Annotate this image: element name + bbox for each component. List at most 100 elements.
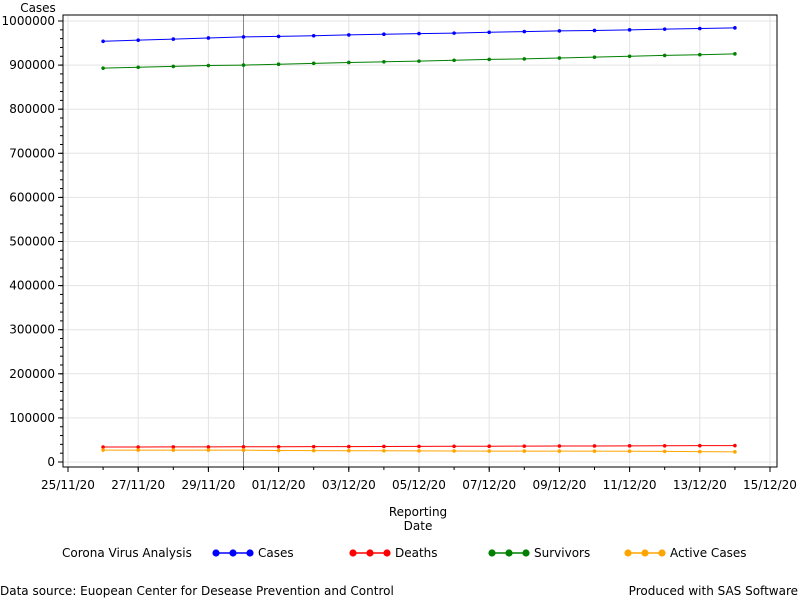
legend-marker-deaths (383, 549, 391, 557)
data-point-active-cases (487, 449, 492, 453)
y-tick-label: 0 (47, 455, 55, 469)
legend-label-cases: Cases (258, 546, 294, 560)
data-point-deaths (136, 445, 140, 449)
series-group (101, 26, 737, 454)
legend-marker-survivors (505, 549, 513, 557)
data-point-survivors (417, 59, 421, 63)
x-tick-label: 11/12/20 (603, 478, 657, 492)
data-point-cases (136, 38, 140, 42)
data-point-cases (733, 26, 737, 30)
data-point-cases (101, 39, 105, 44)
data-point-survivors (557, 56, 562, 60)
data-point-survivors (241, 63, 246, 67)
data-point-deaths (206, 445, 211, 449)
legend-marker-cases (229, 549, 237, 557)
data-point-survivors (311, 61, 316, 66)
legend-marker-active-cases (658, 549, 666, 557)
data-point-deaths (487, 444, 492, 449)
y-tick-label: 500000 (9, 235, 55, 249)
x-tick-label: 07/12/20 (462, 478, 516, 492)
x-tick-label: 29/11/20 (181, 478, 235, 492)
data-point-deaths (241, 444, 246, 449)
data-point-cases (417, 31, 421, 36)
data-point-cases (662, 27, 667, 31)
x-tick-label: 13/12/20 (673, 478, 727, 492)
data-point-cases (382, 32, 386, 37)
data-point-active-cases (171, 448, 176, 452)
x-tick-label: 15/12/20 (743, 478, 797, 492)
data-point-deaths (557, 444, 562, 448)
y-tick-label: 200000 (9, 367, 55, 381)
y-tick-label: 400000 (9, 279, 55, 293)
data-point-active-cases (417, 449, 421, 453)
x-tick-label: 25/11/20 (41, 478, 95, 492)
gridlines (63, 15, 777, 467)
data-point-survivors (347, 60, 351, 65)
data-point-active-cases (627, 449, 632, 453)
data-point-deaths (592, 444, 597, 448)
legend-label-deaths: Deaths (395, 546, 438, 560)
x-axis-label-line-1: Reporting (389, 505, 447, 519)
y-tick-label: 700000 (9, 146, 55, 160)
legend-marker-active-cases (641, 549, 649, 557)
legend-marker-survivors (488, 549, 496, 557)
legend-label-survivors: Survivors (534, 546, 590, 560)
legend-marker-cases (212, 549, 220, 557)
data-point-deaths (171, 445, 176, 449)
x-axis-label-line-2: Date (404, 519, 433, 533)
data-point-cases (171, 37, 176, 41)
data-point-active-cases (522, 449, 527, 453)
data-point-cases (241, 35, 246, 39)
data-point-cases (557, 29, 562, 33)
data-point-deaths (662, 443, 667, 448)
legend-marker-active-cases (624, 549, 632, 557)
data-point-survivors (698, 52, 702, 57)
data-point-cases (206, 36, 211, 40)
data-point-active-cases (136, 448, 140, 452)
data-point-active-cases (311, 448, 316, 453)
data-point-survivors (522, 57, 527, 61)
y-tick-label: 900000 (9, 58, 55, 72)
data-point-survivors (206, 63, 211, 68)
legend-marker-cases (246, 549, 254, 557)
x-tick-label: 05/12/20 (392, 478, 446, 492)
x-tick-label: 01/12/20 (252, 478, 306, 492)
legend: Cases Deaths Survivors Active Cases (212, 546, 747, 560)
data-point-cases (487, 30, 492, 35)
x-tick-label: 27/11/20 (111, 478, 165, 492)
data-point-active-cases (241, 448, 246, 452)
x-tick-label: 09/12/20 (532, 478, 586, 492)
data-point-survivors (101, 66, 105, 70)
legend-marker-survivors (522, 549, 530, 557)
data-point-survivors (171, 64, 176, 69)
data-point-cases (452, 31, 456, 35)
data-point-deaths (347, 444, 351, 449)
data-point-cases (627, 28, 632, 32)
y-axis-label: Cases (20, 1, 56, 15)
data-point-cases (592, 28, 597, 33)
data-point-cases (698, 26, 702, 31)
data-point-active-cases (557, 449, 562, 453)
data-point-deaths (311, 444, 316, 449)
data-point-deaths (101, 445, 105, 449)
data-point-survivors (136, 65, 140, 70)
x-tick-label: 03/12/20 (322, 478, 376, 492)
data-point-deaths (733, 443, 737, 448)
footnote-produced-with: Produced with SAS Software (628, 584, 798, 598)
data-point-deaths (276, 444, 281, 449)
data-point-survivors (733, 52, 737, 56)
data-point-active-cases (592, 449, 597, 453)
data-point-cases (276, 34, 281, 39)
data-point-deaths (698, 443, 702, 448)
footnote-data-source: Data source: Euopean Center for Desease … (0, 584, 394, 598)
y-tick-label: 100000 (9, 411, 55, 425)
axes: 0 100000 200000 300000 400000 500000 600000 700… (2, 14, 797, 492)
data-point-survivors (382, 59, 386, 64)
data-point-active-cases (662, 449, 667, 454)
data-point-deaths (522, 444, 527, 448)
data-point-deaths (452, 444, 456, 449)
data-point-active-cases (733, 450, 737, 454)
data-point-survivors (662, 53, 667, 58)
